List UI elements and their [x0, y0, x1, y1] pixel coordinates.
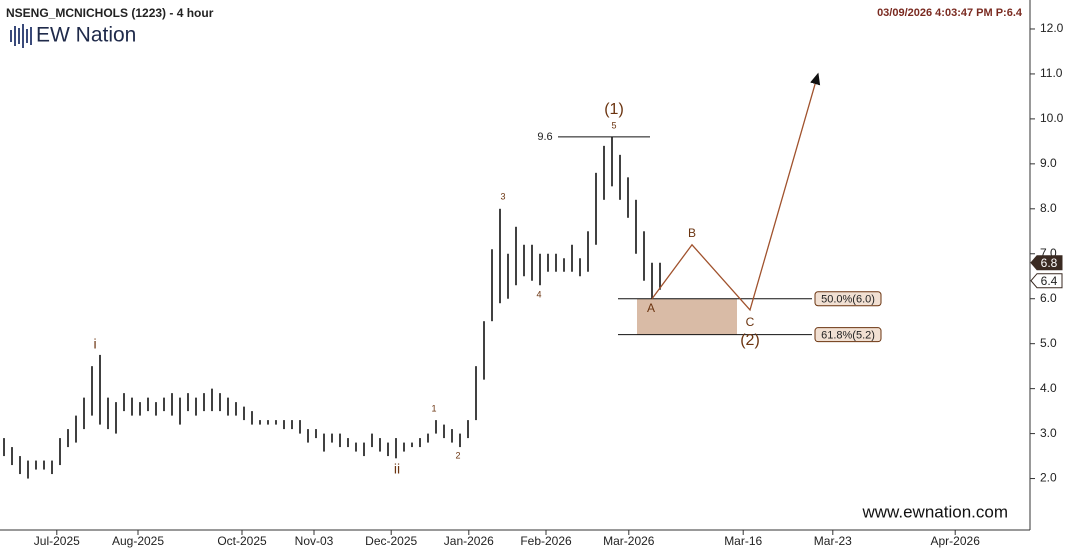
y-tick-label: 12.0 [1040, 21, 1064, 35]
wave-label: 1 [431, 403, 436, 413]
y-tick-label: 3.0 [1040, 426, 1057, 440]
wave-label: C [746, 315, 755, 329]
wave-label: 3 [500, 191, 505, 201]
price-badge-label: 6.8 [1041, 256, 1058, 270]
x-tick-label: Mar-2026 [603, 534, 655, 548]
high-level-label: 9.6 [537, 131, 552, 143]
price-badge [1030, 255, 1063, 271]
wave-label: (2) [740, 332, 760, 349]
wave-label: A [647, 301, 655, 315]
y-tick-label: 5.0 [1040, 336, 1057, 350]
timestamp: 03/09/2026 4:03:47 PM P:6.4 [877, 7, 1023, 19]
projection-line [651, 72, 821, 312]
y-tick-label: 9.0 [1040, 156, 1057, 170]
y-tick-label: 2.0 [1040, 471, 1057, 485]
x-tick-label: Nov-03 [295, 534, 334, 548]
y-tick-label: 10.0 [1040, 111, 1064, 125]
wave-label: 4 [536, 289, 541, 299]
x-tick-label: Aug-2025 [112, 534, 164, 548]
fib-label-box [814, 327, 882, 343]
fib-label: 50.0%(6.0) [821, 294, 875, 306]
y-tick-label: 4.0 [1040, 381, 1057, 395]
wave-label: 2 [455, 450, 460, 460]
x-tick-label: Jan-2026 [444, 534, 494, 548]
x-tick-label: Jul-2025 [34, 534, 80, 548]
x-tick-label: Mar-16 [724, 534, 762, 548]
logo-icon [10, 24, 32, 48]
price-badge [1030, 273, 1063, 289]
x-tick-label: Apr-2026 [931, 534, 981, 548]
y-tick-label: 6.0 [1040, 291, 1057, 305]
wave-label: ii [394, 461, 400, 477]
wave-label: 5 [611, 120, 616, 130]
logo: EW Nation [36, 24, 136, 47]
x-tick-label: Dec-2025 [365, 534, 417, 548]
website: www.ewnation.com [861, 502, 1008, 521]
wave-label: (1) [604, 101, 624, 118]
wave-label: B [688, 226, 696, 240]
fib-label: 61.8%(5.2) [821, 330, 875, 342]
fib-zone [637, 298, 737, 335]
x-tick-label: Mar-23 [814, 534, 852, 548]
price-badge-label: 6.4 [1041, 274, 1058, 288]
x-tick-label: Oct-2025 [217, 534, 267, 548]
wave-label: i [93, 336, 96, 352]
x-tick-label: Feb-2026 [520, 534, 572, 548]
y-tick-label: 8.0 [1040, 201, 1057, 215]
fib-label-box [814, 291, 882, 307]
chart-title: NSENG_MCNICHOLS (1223) - 4 hour [6, 6, 214, 20]
y-tick-label: 11.0 [1040, 66, 1063, 80]
